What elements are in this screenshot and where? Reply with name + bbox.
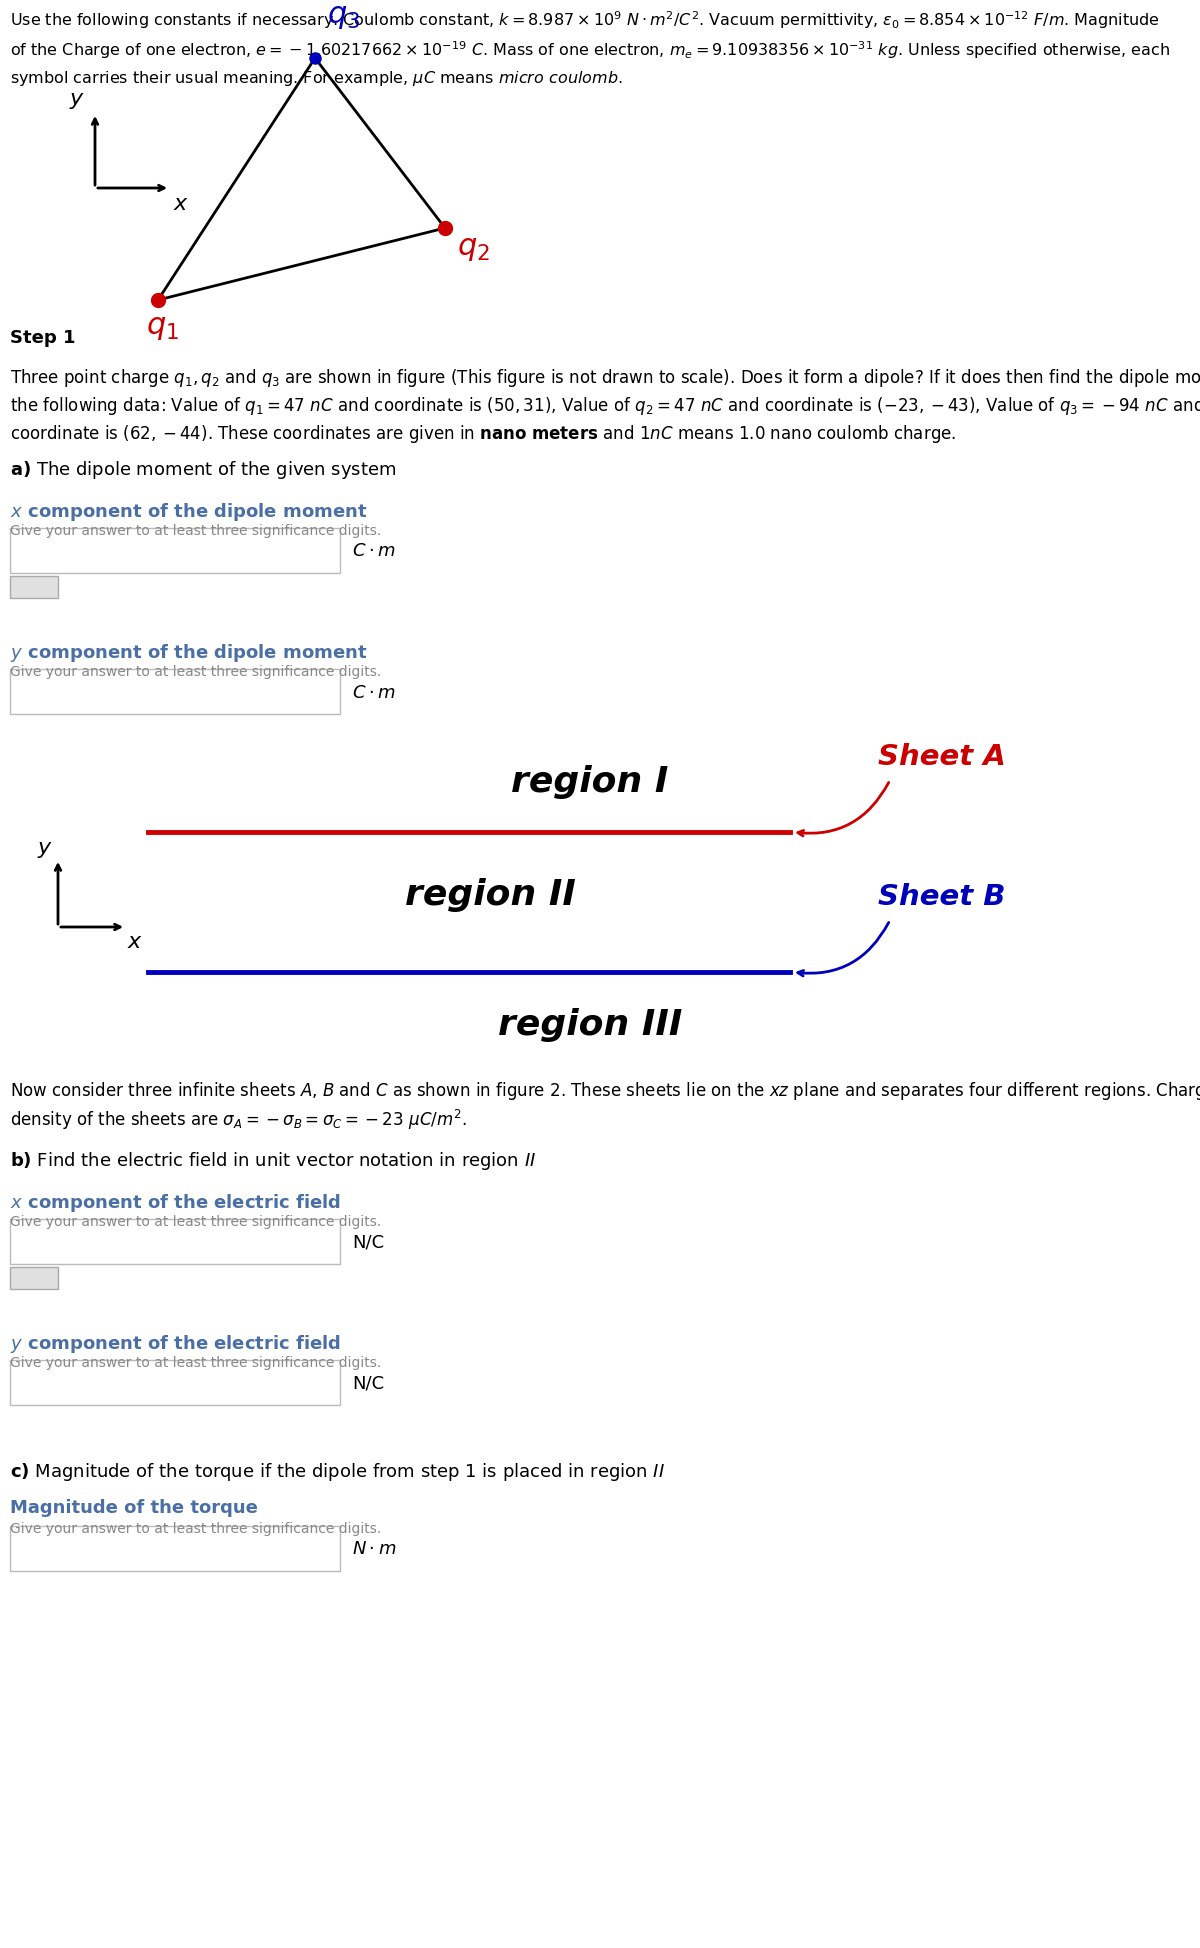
Text: symbol carries their usual meaning. For example, $\mu C$ means $\mathit{micro\ c: symbol carries their usual meaning. For … [10, 68, 623, 88]
Text: of the Charge of one electron, $e = -1.60217662 \times 10^{-19}\ C$. Mass of one: of the Charge of one electron, $e = -1.6… [10, 39, 1170, 60]
Text: Now consider three infinite sheets $A$, $B$ and $C$ as shown in figure 2. These : Now consider three infinite sheets $A$, … [10, 1079, 1200, 1101]
Text: Give your answer to at least three significance digits.: Give your answer to at least three signi… [10, 664, 382, 678]
Text: $x$ component of the electric field: $x$ component of the electric field [10, 1192, 341, 1214]
Text: Give your answer to at least three significance digits.: Give your answer to at least three signi… [10, 1521, 382, 1535]
Text: $\mathbf{a)}$ The dipole moment of the given system: $\mathbf{a)}$ The dipole moment of the g… [10, 460, 396, 481]
FancyBboxPatch shape [10, 670, 340, 715]
Text: Give your answer to at least three significance digits.: Give your answer to at least three signi… [10, 1356, 382, 1369]
FancyBboxPatch shape [10, 1525, 340, 1572]
Text: region III: region III [498, 1007, 682, 1042]
Text: N/C: N/C [352, 1233, 384, 1251]
Text: Step 1: Step 1 [10, 329, 76, 347]
FancyBboxPatch shape [10, 1219, 340, 1264]
Text: Three point charge $q_1, q_2$ and $q_3$ are shown in figure (This figure is not : Three point charge $q_1, q_2$ and $q_3$ … [10, 366, 1200, 390]
Text: $C \cdot m$: $C \cdot m$ [352, 684, 396, 701]
Text: $y$ component of the dipole moment: $y$ component of the dipole moment [10, 641, 367, 664]
FancyBboxPatch shape [10, 577, 58, 598]
Text: Magnitude of the torque: Magnitude of the torque [10, 1498, 258, 1516]
Text: coordinate is $(62, -44)$. These coordinates are given in $\mathbf{nano\ meters}: coordinate is $(62, -44)$. These coordin… [10, 423, 956, 444]
Text: x: x [128, 931, 142, 951]
Text: $q_3$: $q_3$ [326, 2, 360, 31]
Text: Use the following constants if necessary. Coulomb constant, $k = 8.987 \times 10: Use the following constants if necessary… [10, 10, 1160, 31]
Text: $N \cdot m$: $N \cdot m$ [352, 1539, 396, 1558]
Text: $y$: $y$ [70, 92, 85, 111]
Text: $C \cdot m$: $C \cdot m$ [352, 542, 396, 561]
Text: N/C: N/C [352, 1373, 384, 1391]
Text: $q_1$: $q_1$ [146, 314, 179, 341]
Text: region I: region I [511, 766, 668, 799]
Text: $\mathbf{c)}$ Magnitude of the torque if the dipole from step 1 is placed in reg: $\mathbf{c)}$ Magnitude of the torque if… [10, 1461, 665, 1482]
FancyBboxPatch shape [10, 528, 340, 575]
Text: Sheet A: Sheet A [878, 742, 1006, 771]
FancyBboxPatch shape [10, 1268, 58, 1290]
Text: region II: region II [404, 877, 576, 912]
Text: the following data: Value of $q_1 = 47\ nC$ and coordinate is $(50, 31)$, Value : the following data: Value of $q_1 = 47\ … [10, 395, 1200, 417]
Text: $y$ component of the electric field: $y$ component of the electric field [10, 1332, 341, 1354]
Text: Sheet B: Sheet B [878, 882, 1006, 910]
Text: Give your answer to at least three significance digits.: Give your answer to at least three signi… [10, 1214, 382, 1229]
Text: Give your answer to at least three significance digits.: Give your answer to at least three signi… [10, 524, 382, 538]
FancyBboxPatch shape [10, 1360, 340, 1405]
Text: $\mathbf{b)}$ Find the electric field in unit vector notation in region $II$: $\mathbf{b)}$ Find the electric field in… [10, 1149, 536, 1171]
Text: $x$ component of the dipole moment: $x$ component of the dipole moment [10, 501, 367, 522]
Text: y: y [37, 838, 50, 857]
Text: $x$: $x$ [173, 195, 188, 214]
Text: $q_2$: $q_2$ [457, 234, 490, 263]
Text: density of the sheets are $\sigma_A = -\sigma_B = \sigma_C = -23\ \mu C/m^2$.: density of the sheets are $\sigma_A = -\… [10, 1106, 467, 1132]
